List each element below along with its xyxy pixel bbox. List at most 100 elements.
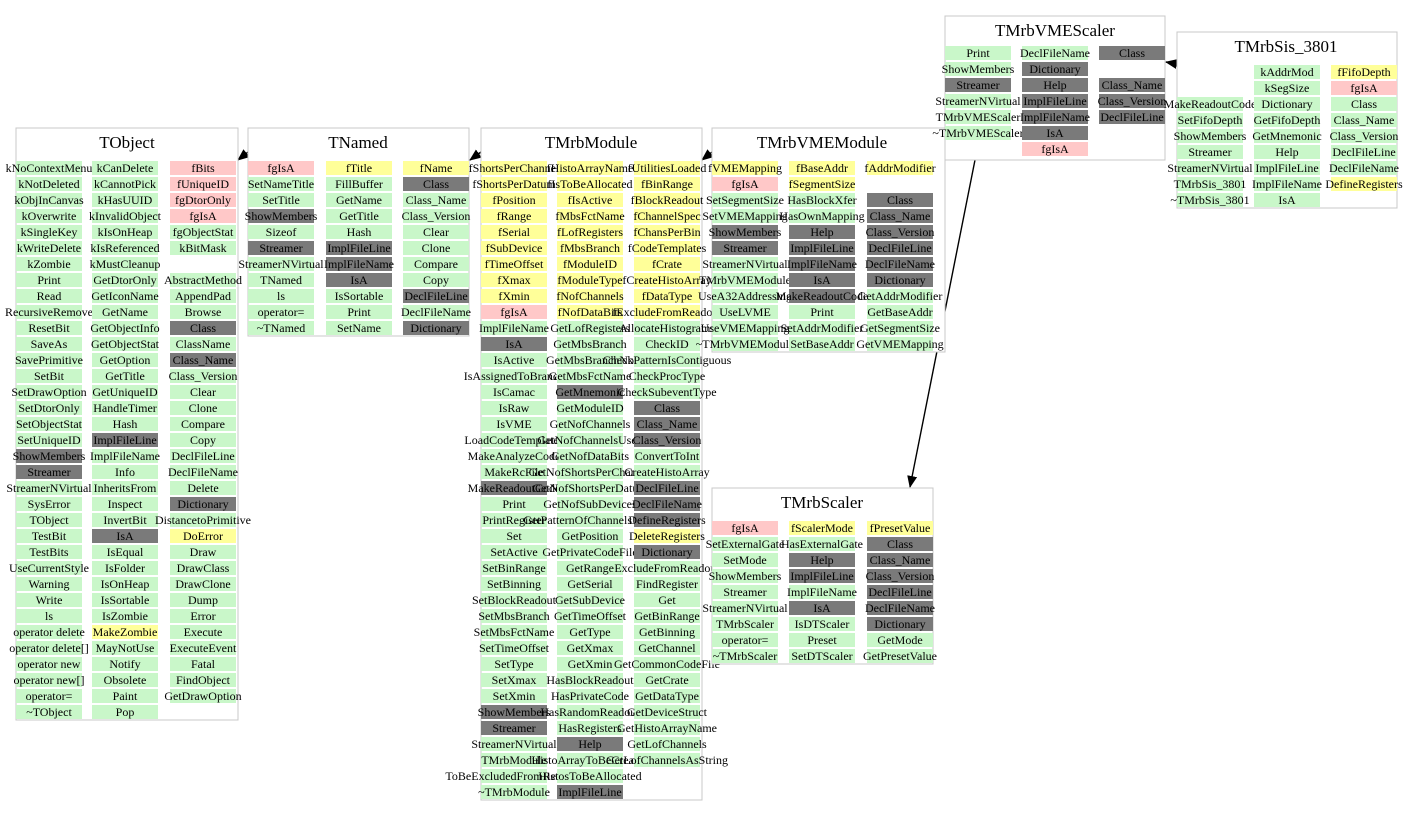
member-converttoint[interactable]: ConvertToInt xyxy=(635,449,700,463)
member-knotdeleted[interactable]: kNotDeleted xyxy=(18,177,79,191)
member-fmbsfctname[interactable]: fMbsFctName xyxy=(555,209,624,223)
member-fsubdevice[interactable]: fSubDevice xyxy=(486,241,543,255)
member-getpatternofchannelsused[interactable]: GetPatternOfChannelsUsed xyxy=(523,513,656,527)
member-fxmax[interactable]: fXmax xyxy=(497,273,530,287)
member-dictionary[interactable]: Dictionary xyxy=(1029,62,1080,76)
member-tmrbmodule[interactable]: ~TMrbModule xyxy=(478,785,550,799)
member-dictionary[interactable]: Dictionary xyxy=(874,273,925,287)
member-setactive[interactable]: SetActive xyxy=(490,545,537,559)
member-faddrmodifier[interactable]: fAddrModifier xyxy=(864,161,935,175)
member-getlofchannelsasstring[interactable]: GetLofChannelsAsString xyxy=(606,753,728,767)
member-drawclass[interactable]: DrawClass xyxy=(177,561,230,575)
member-declfilename[interactable]: DeclFileName xyxy=(1329,161,1399,175)
member-knocontextmenu[interactable]: kNoContextMenu xyxy=(6,161,93,175)
member-streamer[interactable]: Streamer xyxy=(956,78,999,92)
member-class-version[interactable]: Class_Version xyxy=(402,209,471,223)
member-kisreferenced[interactable]: kIsReferenced xyxy=(90,241,159,255)
member-fgisa[interactable]: fgIsA xyxy=(267,161,295,175)
member-getname[interactable]: GetName xyxy=(102,305,148,319)
member-ls[interactable]: ls xyxy=(277,289,285,303)
member-dictionary[interactable]: Dictionary xyxy=(177,497,228,511)
member-defineregisters[interactable]: DefineRegisters xyxy=(628,513,706,527)
member-getdatatype[interactable]: GetDataType xyxy=(635,689,699,703)
member-class-name[interactable]: Class_Name xyxy=(870,553,931,567)
member-ffifodepth[interactable]: fFifoDepth xyxy=(1337,65,1390,79)
member-setnametitle[interactable]: SetNameTitle xyxy=(248,177,314,191)
member-class[interactable]: Class xyxy=(887,537,913,551)
member-loadcodetemplates[interactable]: LoadCodeTemplates xyxy=(464,433,563,447)
member-class-name[interactable]: Class_Name xyxy=(406,193,467,207)
member-obsolete[interactable]: Obsolete xyxy=(104,673,147,687)
member-operator-new[interactable]: operator new xyxy=(18,657,81,671)
member-declfilename[interactable]: DeclFileName xyxy=(168,465,238,479)
member-setvmemapping[interactable]: SetVMEMapping xyxy=(702,209,787,223)
member-getname[interactable]: GetName xyxy=(336,193,382,207)
member-dump[interactable]: Dump xyxy=(188,593,218,607)
member-operator[interactable]: operator= xyxy=(722,633,769,647)
member-tmrbsis-3801[interactable]: ~TMrbSis_3801 xyxy=(1170,193,1249,207)
class-box-tmrbvmescaler[interactable]: TMrbVMEScaler Print ShowMembers Streamer Str… xyxy=(932,15,1166,161)
member-getlofchannels[interactable]: GetLofChannels xyxy=(627,737,707,751)
member-getnofsubdevices[interactable]: GetNofSubDevices xyxy=(543,497,637,511)
member-fcreatehistoarray[interactable]: fCreateHistoArray xyxy=(622,273,711,287)
member-getprivatecodefile[interactable]: GetPrivateCodeFile xyxy=(542,545,637,559)
member-setbit[interactable]: SetBit xyxy=(34,369,65,383)
member-fshortsperdatum[interactable]: fShortsPerDatum xyxy=(472,177,556,191)
member-implfilename[interactable]: ImplFileName xyxy=(324,257,394,271)
member-settitle[interactable]: SetTitle xyxy=(262,193,300,207)
member-implfilename[interactable]: ImplFileName xyxy=(1252,177,1322,191)
member-declfileline[interactable]: DeclFileLine xyxy=(635,481,698,495)
member-hasblockreadout[interactable]: HasBlockReadout xyxy=(546,673,634,687)
member-class[interactable]: Class xyxy=(1119,46,1145,60)
member-setsegmentsize[interactable]: SetSegmentSize xyxy=(706,193,784,207)
member-frange[interactable]: fRange xyxy=(497,209,532,223)
member-getmbsfctname[interactable]: GetMbsFctName xyxy=(549,369,632,383)
member-operator[interactable]: operator= xyxy=(26,689,73,703)
member-print[interactable]: Print xyxy=(966,46,990,60)
member-implfileline[interactable]: ImplFileLine xyxy=(1255,161,1318,175)
member-israw[interactable]: IsRaw xyxy=(499,401,530,415)
member-ftimeoffset[interactable]: fTimeOffset xyxy=(485,257,544,271)
member-fgisa[interactable]: fgIsA xyxy=(189,209,217,223)
member-getmbsbranch[interactable]: GetMbsBranch xyxy=(553,337,626,351)
member-isassignedtobranch[interactable]: IsAssignedToBranch xyxy=(464,369,564,383)
member-fvmemapping[interactable]: fVMEMapping xyxy=(708,161,782,175)
member-deleteregisters[interactable]: DeleteRegisters xyxy=(629,529,705,543)
member-implfilename[interactable]: ImplFileName xyxy=(1020,110,1090,124)
member-saveprimitive[interactable]: SavePrimitive xyxy=(15,353,83,367)
member-ksegsize[interactable]: kSegSize xyxy=(1265,81,1310,95)
member-fposition[interactable]: fPosition xyxy=(492,193,535,207)
member-compare[interactable]: Compare xyxy=(414,257,458,271)
member-setblockreadout[interactable]: SetBlockReadout xyxy=(472,593,557,607)
member-getvmemapping[interactable]: GetVMEMapping xyxy=(856,337,943,351)
member-findobject[interactable]: FindObject xyxy=(176,673,231,687)
member-setfifodepth[interactable]: SetFifoDepth xyxy=(1178,113,1243,127)
member-hasrandomreadout[interactable]: HasRandomReadout xyxy=(540,705,640,719)
member-tnamed[interactable]: TNamed xyxy=(260,273,302,287)
member-setdtoronly[interactable]: SetDtorOnly xyxy=(18,401,79,415)
member-handletimer[interactable]: HandleTimer xyxy=(93,401,157,415)
member-print[interactable]: Print xyxy=(347,305,371,319)
member-fxmin[interactable]: fXmin xyxy=(498,289,529,303)
member-tmrbsis-3801[interactable]: TMrbSis_3801 xyxy=(1174,177,1247,191)
member-help[interactable]: Help xyxy=(1275,145,1298,159)
member-execute[interactable]: Execute xyxy=(184,625,223,639)
member-funiqueid[interactable]: fUniqueID xyxy=(177,177,229,191)
member-showmembers[interactable]: ShowMembers xyxy=(13,449,86,463)
member-class-version[interactable]: Class_Version xyxy=(866,569,935,583)
member-flofregisters[interactable]: fLofRegisters xyxy=(557,225,623,239)
member-info[interactable]: Info xyxy=(115,465,135,479)
member-getpresetvalue[interactable]: GetPresetValue xyxy=(863,649,937,663)
member-makereadoutcode[interactable]: MakeReadoutCode xyxy=(1164,97,1257,111)
member-fgobjectstat[interactable]: fgObjectStat xyxy=(173,225,234,239)
member-tmrbscaler[interactable]: TMrbScaler xyxy=(716,617,774,631)
member-doerror[interactable]: DoError xyxy=(183,529,223,543)
member-streamernvirtual[interactable]: StreamerNVirtual xyxy=(935,94,1021,108)
member-get[interactable]: Get xyxy=(658,593,676,607)
member-declfilename[interactable]: DeclFileName xyxy=(632,497,702,511)
member-kinvalidobject[interactable]: kInvalidObject xyxy=(89,209,162,223)
member-fserial[interactable]: fSerial xyxy=(498,225,531,239)
member-streamer[interactable]: Streamer xyxy=(723,585,766,599)
member-showmembers[interactable]: ShowMembers xyxy=(1174,129,1247,143)
member-hash[interactable]: Hash xyxy=(113,417,138,431)
